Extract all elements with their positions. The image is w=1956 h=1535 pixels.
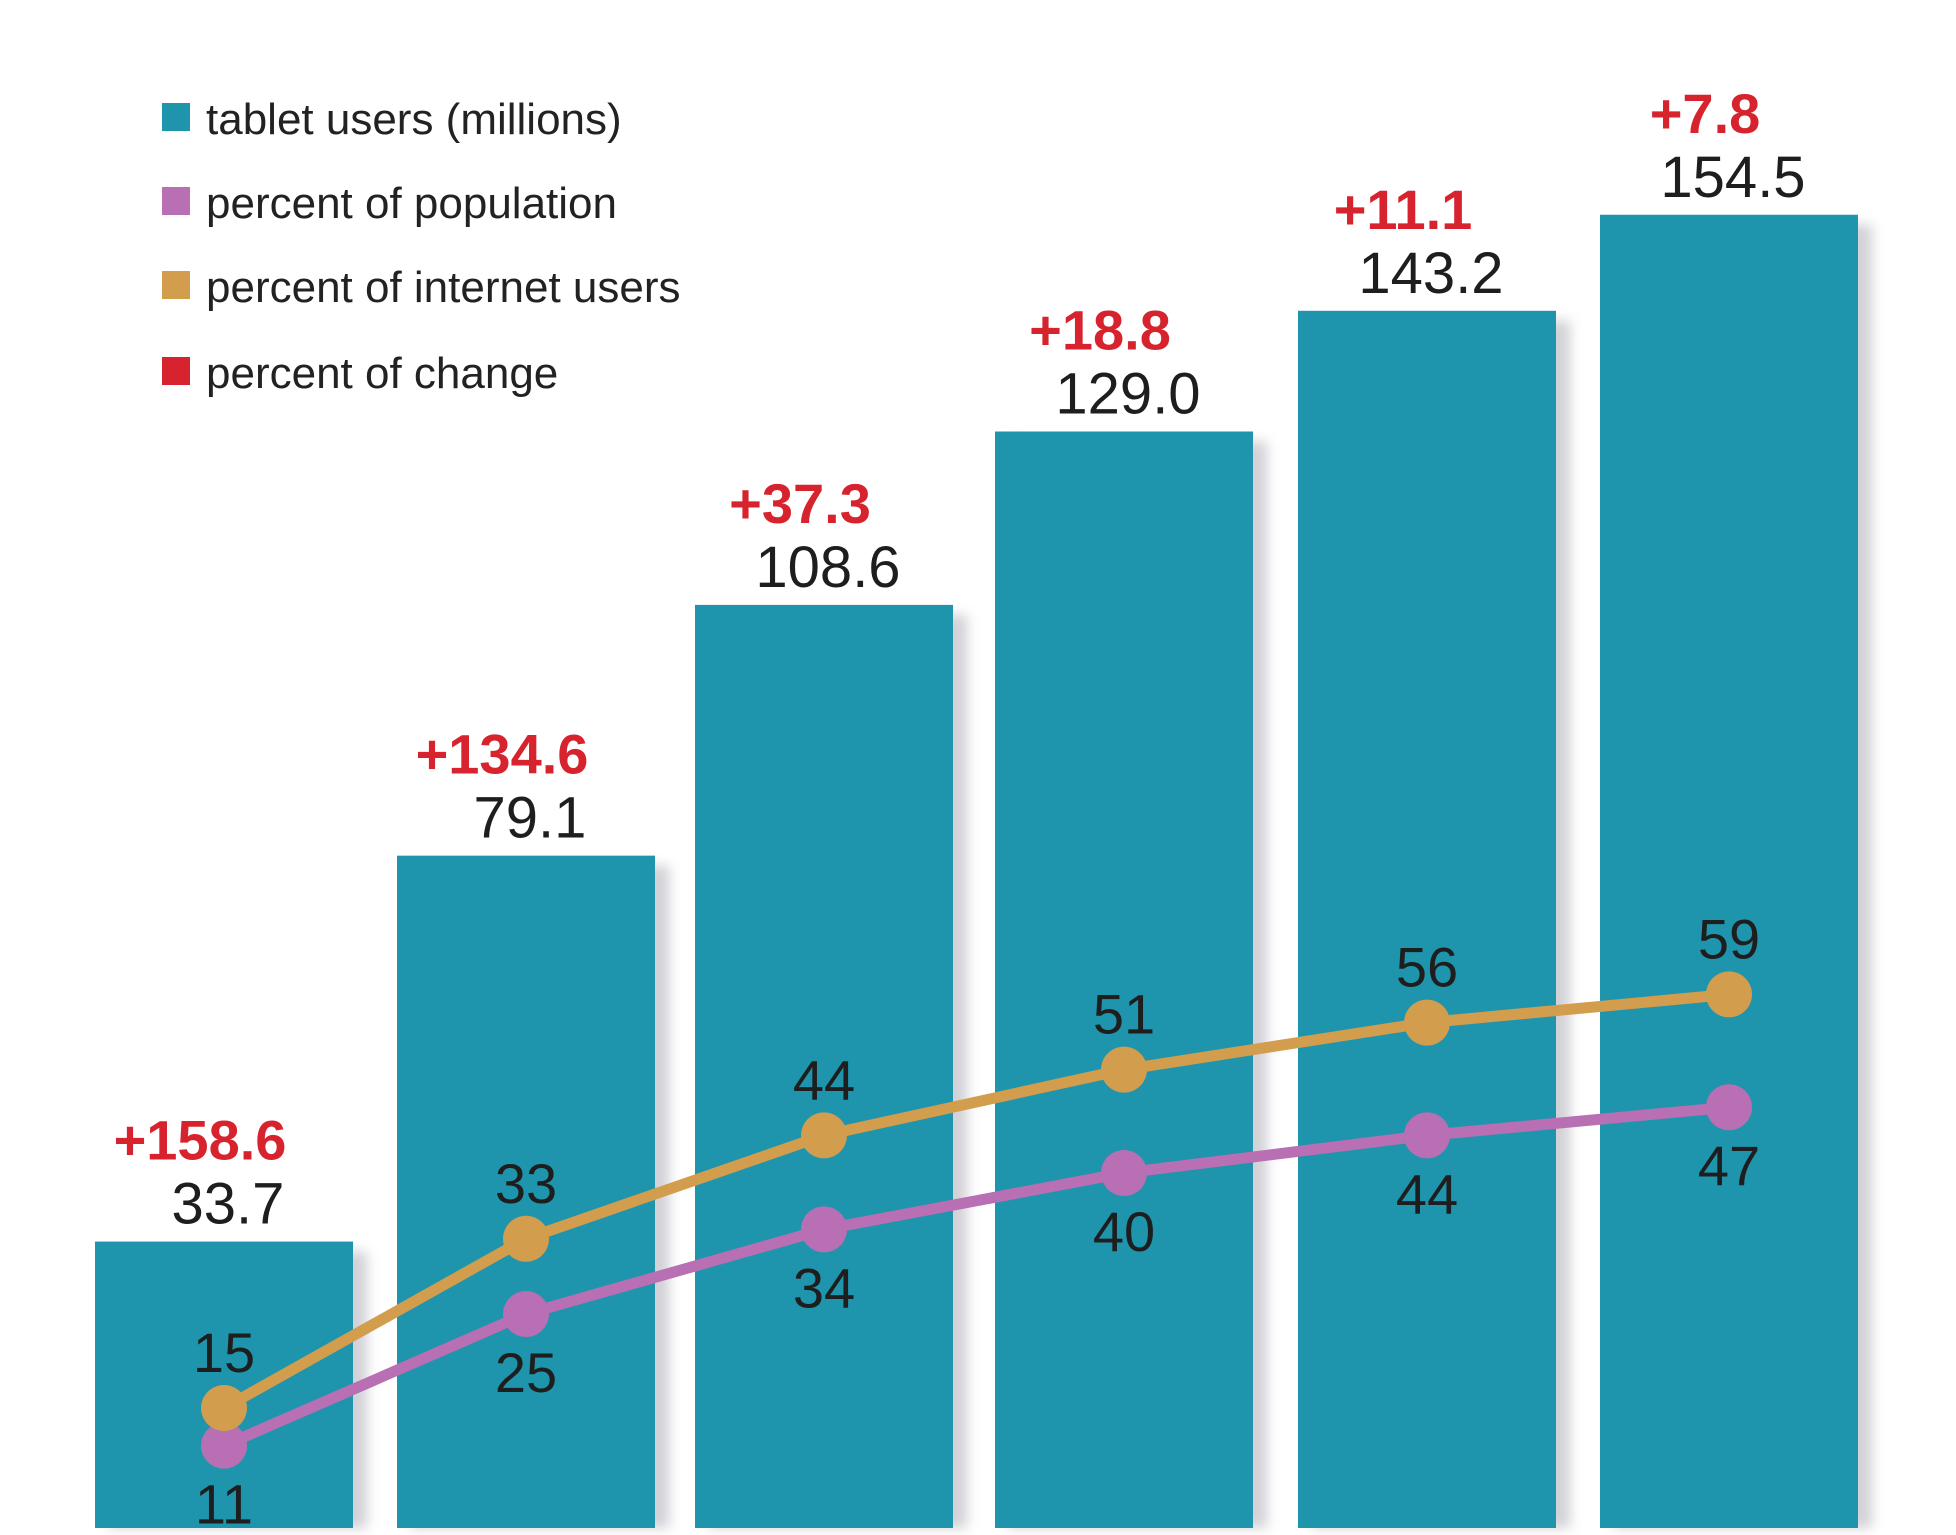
- bar-2: [397, 855, 655, 1528]
- lines: [201, 971, 1752, 1469]
- population-label-5: 44: [1396, 1162, 1458, 1225]
- population-label-6: 47: [1698, 1134, 1760, 1197]
- internet-users-point-6: [1706, 971, 1752, 1018]
- bar-6: [1600, 214, 1858, 1528]
- internet-users-point-4: [1101, 1046, 1147, 1093]
- internet-users-point-1: [201, 1385, 247, 1431]
- internet-users-label-4: 51: [1093, 983, 1155, 1046]
- population-point-6: [1706, 1084, 1752, 1131]
- legend-swatch-2: [162, 187, 190, 215]
- change-label-1: +158.6: [114, 1109, 287, 1172]
- population-line: [218, 1101, 1735, 1452]
- bar-value-label-1: 33.7: [172, 1172, 285, 1237]
- population-point-3: [801, 1206, 847, 1253]
- bar-value-label-4: 129.0: [1055, 362, 1200, 427]
- change-label-5: +11.1: [1334, 178, 1473, 241]
- bar-value-label-6: 154.5: [1660, 145, 1805, 210]
- legend-label-4: percent of change: [206, 349, 558, 398]
- internet-users-label-5: 56: [1396, 936, 1458, 999]
- internet-users-line: [218, 988, 1735, 1414]
- legend-swatch-3: [162, 271, 190, 299]
- legend-swatch-1: [162, 103, 190, 131]
- bar-value-label-2: 79.1: [474, 786, 587, 851]
- population-point-1: [201, 1422, 247, 1469]
- population-point-5: [1404, 1112, 1450, 1159]
- internet-users-point-3: [801, 1112, 847, 1159]
- change-label-3: +37.3: [729, 472, 871, 535]
- bar-4: [995, 431, 1253, 1528]
- internet-users-label-6: 59: [1698, 907, 1760, 970]
- legend-label-1: tablet users (millions): [206, 95, 622, 144]
- bar-1: [95, 1241, 353, 1528]
- internet-users-label-2: 33: [495, 1152, 557, 1215]
- bar-5: [1298, 310, 1556, 1528]
- change-label-4: +18.8: [1029, 299, 1171, 362]
- change-label-2: +134.6: [416, 723, 589, 786]
- internet-users-label-3: 44: [793, 1048, 855, 1111]
- internet-users-point-5: [1404, 999, 1450, 1046]
- legend-swatch-4: [162, 357, 190, 385]
- population-point-2: [503, 1291, 549, 1337]
- bar-value-label-5: 143.2: [1358, 241, 1503, 306]
- population-label-1: 11: [195, 1473, 253, 1535]
- data-labels: 33.7+158.6 79.1+134.6 108.6+37.3 129.0+18.8…: [114, 82, 1806, 1535]
- bar-value-label-3: 108.6: [755, 535, 900, 600]
- population-label-4: 40: [1093, 1200, 1155, 1263]
- internet-users-label-1: 15: [193, 1321, 255, 1384]
- internet-users-point-2: [503, 1215, 549, 1262]
- legend-label-2: percent of population: [206, 179, 617, 228]
- legend-label-3: percent of internet users: [206, 263, 680, 312]
- change-label-6: +7.8: [1650, 82, 1761, 145]
- bar-3: [695, 604, 953, 1528]
- population-label-2: 25: [495, 1341, 557, 1404]
- population-label-3: 34: [793, 1256, 855, 1319]
- population-point-4: [1101, 1150, 1147, 1196]
- legend: tablet users (millions) percent of popula…: [162, 95, 680, 398]
- bars: [95, 214, 1858, 1528]
